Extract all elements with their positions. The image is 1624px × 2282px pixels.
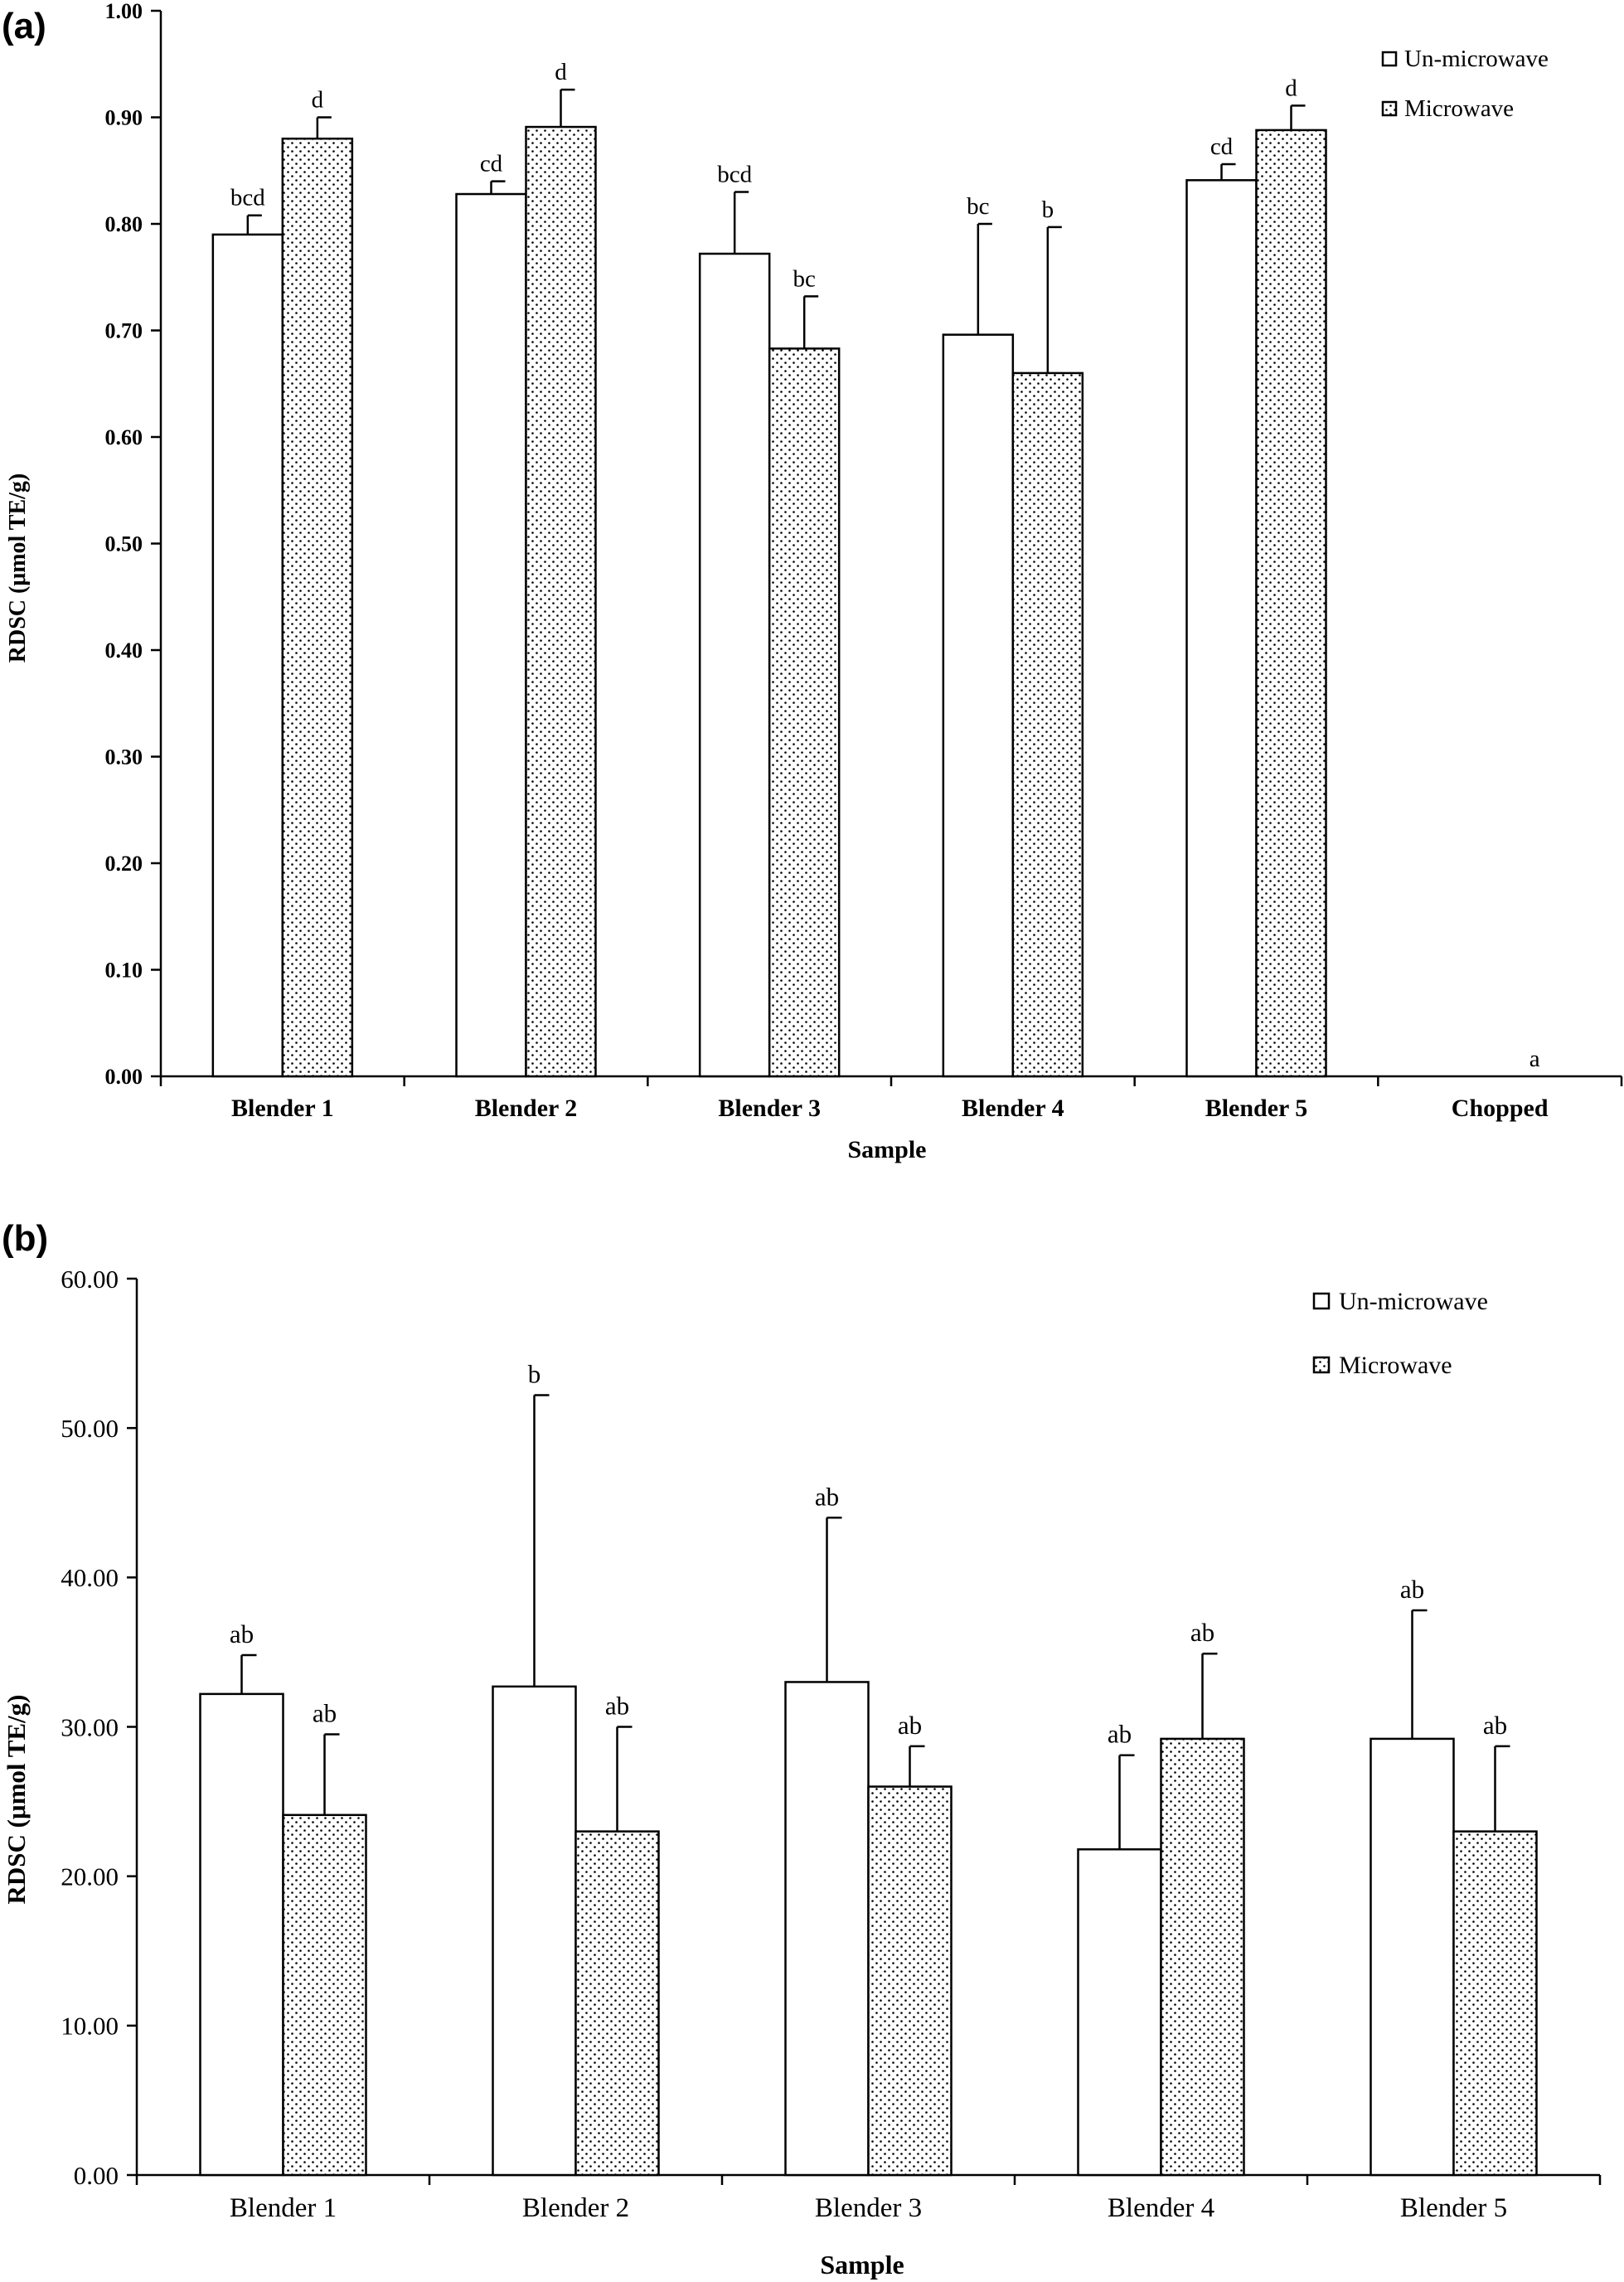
panel-a-bar-microwave xyxy=(1255,129,1327,1078)
panel-b-bar-microwave xyxy=(1452,1830,1538,2177)
panel-a-bar-un-microwave xyxy=(942,333,1015,1078)
panel-b-legend-swatch-un-microwave xyxy=(1312,1292,1331,1310)
panel-b-significance-letter: ab xyxy=(1190,1618,1214,1647)
panel-b-x-tick-label: Blender 1 xyxy=(230,2193,337,2223)
panel-a-bar-un-microwave xyxy=(698,252,771,1078)
panel-b-legend-label-un-microwave: Un-microwave xyxy=(1339,1288,1488,1315)
panel-b-x-tick-label: Blender 2 xyxy=(522,2193,629,2223)
panel-a-bar-microwave xyxy=(768,347,841,1078)
panel-a-legend-swatch-microwave xyxy=(1381,100,1398,117)
panel-a-axes xyxy=(151,9,1623,1086)
panel-a-legend-label-microwave: Microwave xyxy=(1404,95,1514,122)
chart-panel-a: (a) bcd cd bcd bc cd d d bc b d a 0.00 0.10 0.20 0.30… xyxy=(2,0,1623,1163)
panel-b-legend-swatch-microwave xyxy=(1312,1356,1331,1374)
panel-a-y-tick-label: 1.00 xyxy=(105,0,143,23)
panel-b-legend-label-microwave: Microwave xyxy=(1339,1352,1452,1379)
panel-b-significance-letter: ab xyxy=(230,1619,254,1648)
panel-b-bar-microwave xyxy=(574,1830,660,2177)
panel-b-bar-microwave xyxy=(282,1813,367,2177)
panel-b-significance-letter: ab xyxy=(898,1711,922,1740)
panel-a-bar-un-microwave xyxy=(455,192,527,1078)
panel-a-x-tick-label: Chopped xyxy=(1452,1095,1549,1122)
panel-a-significance-letter: cd xyxy=(480,151,503,177)
panel-a-legend-swatch-un-microwave xyxy=(1381,51,1398,67)
panel-b-tick-labels: 0.00 10.00 20.00 30.00 40.00 50.00 60.00 Blende… xyxy=(61,1265,1507,2223)
panel-a-y-tick-label: 0.50 xyxy=(105,532,143,556)
panel-b-label: (b) xyxy=(2,1218,48,1259)
panel-b-significance-letter: ab xyxy=(1483,1711,1507,1740)
panel-a-x-tick-label: Blender 4 xyxy=(962,1095,1064,1122)
panel-b-significance-letter: ab xyxy=(605,1692,629,1721)
panel-a-tick-labels: 0.00 0.10 0.20 0.30 0.40 0.50 0.60 0.70 0.80 0.90… xyxy=(105,0,1549,1122)
panel-b-y-tick-label: 50.00 xyxy=(61,1414,119,1443)
panel-a-x-tick-label: Blender 3 xyxy=(718,1095,821,1122)
panel-b-y-axis-title: RDSC (μmol TE/g) xyxy=(2,1695,31,1905)
panel-a-significance-letter: cd xyxy=(1210,134,1234,160)
panel-b-bar-microwave xyxy=(867,1785,953,2177)
panel-a-significance-letter: bc xyxy=(793,265,815,292)
panel-b-x-tick-label: Blender 5 xyxy=(1400,2193,1507,2223)
panel-b-bar-un-microwave xyxy=(1369,1737,1455,2177)
panel-b-y-tick-label: 30.00 xyxy=(61,1712,119,1741)
panel-b-significance-letter: b xyxy=(528,1360,541,1389)
panel-a-y-tick-label: 0.30 xyxy=(105,745,143,770)
panel-a-significance-letter: bcd xyxy=(717,161,752,187)
panel-a-significance-letter: bcd xyxy=(230,185,265,211)
panel-b-significance-letter: ab xyxy=(1400,1575,1424,1604)
panel-b-significance-letter: ab xyxy=(815,1482,839,1511)
panel-b-y-tick-label: 20.00 xyxy=(61,1862,119,1891)
panel-a-x-tick-label: Blender 1 xyxy=(231,1095,334,1122)
panel-b-x-tick-label: Blender 3 xyxy=(815,2193,922,2223)
panel-a-significance-letter: d xyxy=(1285,75,1297,101)
panel-a-legend: Un-microwave Microwave xyxy=(1381,46,1549,122)
panel-a-label: (a) xyxy=(2,6,46,46)
panel-a-y-tick-label: 0.60 xyxy=(105,425,143,449)
panel-b-bar-un-microwave xyxy=(1077,1847,1162,2177)
panel-b-x-tick-label: Blender 4 xyxy=(1108,2193,1214,2223)
panel-a-y-axis-title: RDSC (μmol TE/g) xyxy=(5,473,31,663)
panel-a-legend-label-un-microwave: Un-microwave xyxy=(1404,46,1549,72)
panel-b-y-tick-label: 60.00 xyxy=(61,1265,119,1294)
panel-a-y-tick-label: 0.00 xyxy=(105,1065,143,1089)
panel-a-significance-letter: bc xyxy=(967,193,989,220)
panel-a-bar-un-microwave xyxy=(211,233,284,1078)
panel-a-x-tick-label: Blender 2 xyxy=(475,1095,578,1122)
panel-a-bar-microwave xyxy=(281,137,354,1078)
panel-a-y-tick-label: 0.40 xyxy=(105,638,143,663)
panel-a-significance-letter: a xyxy=(1529,1046,1540,1072)
panel-a-y-tick-label: 0.20 xyxy=(105,852,143,876)
panel-b-legend: Un-microwave Microwave xyxy=(1312,1288,1488,1379)
panel-a-significance-letter: b xyxy=(1042,197,1054,223)
panel-b-significance-letter: ab xyxy=(313,1699,337,1728)
panel-a-bar-microwave xyxy=(1011,371,1084,1078)
panel-a-significance-letter: d xyxy=(312,87,324,114)
chart-panel-b: (b) ab b ab ab ab ab ab ab ab ab 0.00 10.00 20.00 30… xyxy=(2,1218,1602,2280)
panel-b-bar-un-microwave xyxy=(199,1692,284,2177)
panel-a-bar-microwave xyxy=(525,125,597,1078)
panel-a-x-tick-label: Blender 5 xyxy=(1205,1095,1308,1122)
panel-a-y-tick-label: 0.10 xyxy=(105,959,143,983)
panel-b-y-tick-label: 0.00 xyxy=(74,2161,119,2190)
panel-b-y-tick-label: 40.00 xyxy=(61,1563,119,1592)
panel-b-x-axis-title: Sample xyxy=(820,2250,904,2280)
panel-a-x-axis-title: Sample xyxy=(847,1136,926,1163)
panel-b-bar-microwave xyxy=(1160,1737,1245,2177)
panel-a-y-tick-label: 0.90 xyxy=(105,106,143,130)
panel-a-y-tick-label: 0.70 xyxy=(105,319,143,343)
panel-a-bar-un-microwave xyxy=(1185,179,1258,1078)
panel-b-bars: ab b ab ab ab ab ab ab ab ab xyxy=(199,1360,1538,2177)
panel-b-y-tick-label: 10.00 xyxy=(61,2012,119,2041)
panel-a-significance-letter: d xyxy=(555,59,567,85)
panel-a-y-tick-label: 0.80 xyxy=(105,212,143,236)
panel-b-bar-un-microwave xyxy=(784,1681,870,2177)
panel-b-significance-letter: ab xyxy=(1108,1720,1132,1749)
panel-a-bars: bcd cd bcd bc cd d d bc b d a xyxy=(211,59,1540,1078)
panel-b-bar-un-microwave xyxy=(492,1685,577,2177)
